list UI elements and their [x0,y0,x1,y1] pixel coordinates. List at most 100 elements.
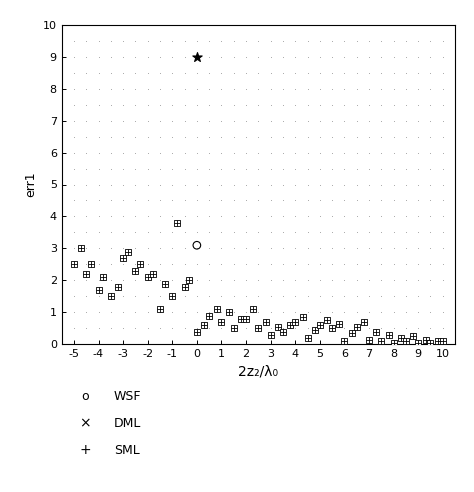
Point [149,270,156,278]
Point [323,316,331,324]
Point [255,325,262,333]
Point [107,292,115,300]
Point [390,339,397,347]
Point [279,328,287,336]
Text: +: + [80,443,91,457]
Point [255,325,262,333]
Point [100,274,107,281]
Point [410,333,417,340]
Point [193,328,201,336]
Point [87,261,95,269]
Point [328,325,336,333]
Point [242,315,250,323]
Point [439,338,447,345]
Point [299,313,306,321]
Point [316,321,324,329]
Point [78,245,85,252]
Point [95,286,102,294]
Point [311,326,319,334]
Point [250,305,257,313]
Point [365,336,373,343]
Point [414,339,422,347]
Point [193,53,201,61]
Point [186,277,193,284]
Point [144,274,152,281]
Point [439,338,447,345]
Text: ×: × [80,416,91,430]
Point [237,315,245,323]
Point [107,292,115,300]
Point [193,328,201,336]
Point [78,245,85,252]
Point [299,313,306,321]
Point [422,336,429,343]
Point [323,316,331,324]
Point [137,261,144,269]
Point [262,318,270,326]
Point [397,334,405,342]
Point [316,321,324,329]
Point [119,254,127,262]
Text: DML: DML [114,417,141,430]
Point [353,323,360,331]
Point [286,321,294,329]
Point [286,321,294,329]
X-axis label: 2z₂/λ₀: 2z₂/λ₀ [238,365,278,379]
Point [168,292,176,300]
Point [341,338,348,345]
Point [205,312,213,320]
Point [360,318,368,326]
Point [230,325,237,333]
Point [390,339,397,347]
Point [124,247,132,256]
Point [292,318,299,326]
Point [385,331,392,338]
Point [397,334,405,342]
Point [119,254,127,262]
Point [336,320,343,328]
Point [181,283,188,291]
Point [242,315,250,323]
Point [237,315,245,323]
Point [124,247,132,256]
Point [365,336,373,343]
Point [427,339,434,347]
Point [292,318,299,326]
Point [279,328,287,336]
Point [267,331,274,338]
Point [156,305,164,313]
Point [156,305,164,313]
Point [173,219,181,227]
Point [193,241,201,249]
Point [114,283,122,291]
Point [304,334,311,342]
Point [414,339,422,347]
Point [267,331,274,338]
Point [348,329,356,337]
Point [173,219,181,227]
Point [336,320,343,328]
Point [144,274,152,281]
Point [262,318,270,326]
Point [213,305,220,313]
Point [218,318,225,326]
Point [201,321,208,329]
Point [341,338,348,345]
Point [205,312,213,320]
Point [304,334,311,342]
Point [434,338,442,345]
Point [328,325,336,333]
Point [87,261,95,269]
Point [311,326,319,334]
Point [360,318,368,326]
Point [373,328,380,336]
Point [385,331,392,338]
Point [230,325,237,333]
Point [181,283,188,291]
Point [402,338,410,345]
Point [70,261,78,269]
Point [168,292,176,300]
Point [373,328,380,336]
Point [410,333,417,340]
Point [274,323,282,331]
